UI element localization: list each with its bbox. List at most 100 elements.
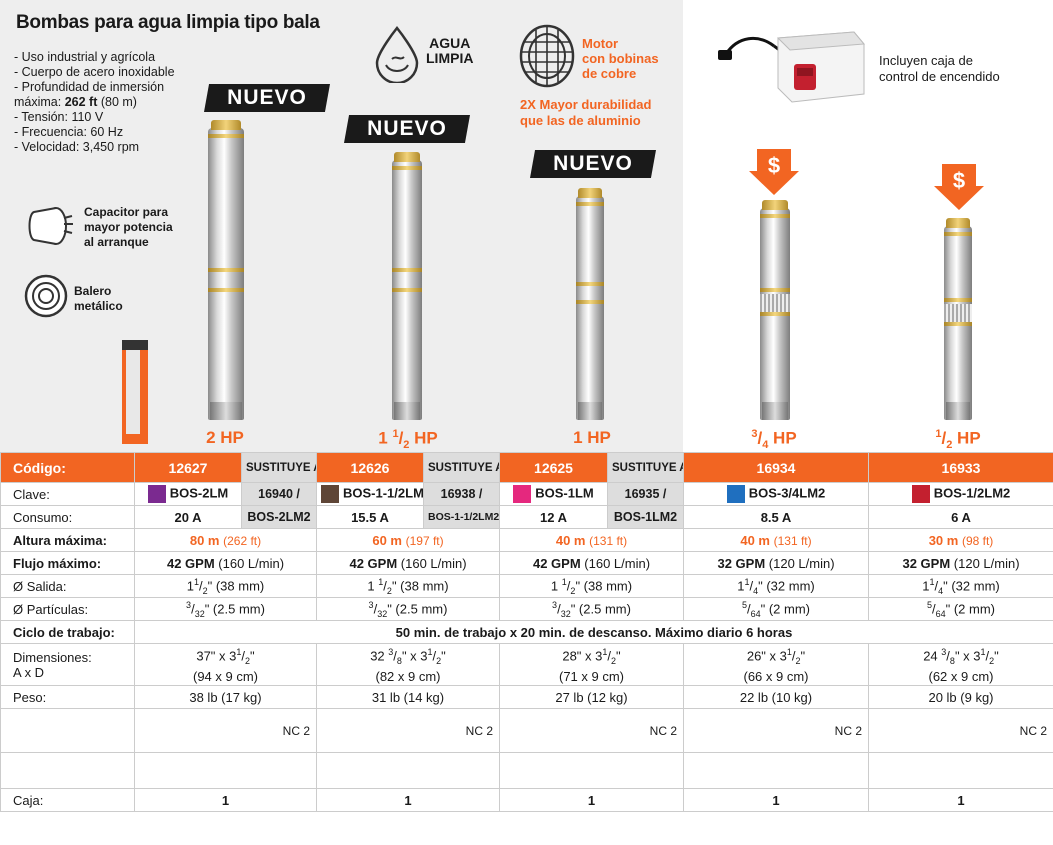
particulas-cell: 3/32" (2.5 mm) bbox=[499, 597, 684, 621]
pump-image-2hp bbox=[208, 120, 244, 420]
consumo-cell: 15.5 A bbox=[316, 505, 424, 529]
row-label: Flujo máximo: bbox=[0, 551, 135, 575]
empty-cell bbox=[0, 752, 135, 789]
bearing-label: Balero metálico bbox=[74, 284, 123, 313]
sustituye-clave: BOS-2LM2 bbox=[241, 505, 317, 529]
clave-cell: BOS-3/4LM2 bbox=[683, 482, 869, 506]
feature-item: - Uso industrial y agrícola bbox=[14, 50, 156, 64]
hp-label: 1/2 HP bbox=[935, 428, 981, 452]
dimensiones-cell: 32 3/8" x 31/2" (82 x 9 cm) bbox=[316, 643, 500, 686]
row-label: Ciclo de trabajo: bbox=[0, 620, 135, 644]
particulas-cell: 3/32" (2.5 mm) bbox=[134, 597, 317, 621]
altura-cell: 30 m (98 ft) bbox=[868, 528, 1053, 552]
nc-cell: NC 2 bbox=[134, 708, 317, 753]
salida-cell: 1 1/2" (38 mm) bbox=[316, 574, 500, 598]
altura-cell: 60 m (197 ft) bbox=[316, 528, 500, 552]
dollar-arrow-icon: $ bbox=[749, 149, 799, 195]
product-banner: Bombas para agua limpia tipo bala - Uso … bbox=[0, 0, 1000, 452]
feature-item: - Velocidad: 3,450 rpm bbox=[14, 140, 140, 154]
sustituye-label: SUSTITUYE A bbox=[607, 452, 684, 483]
dimensiones-cell: 37" x 31/2" (94 x 9 cm) bbox=[134, 643, 317, 686]
table-row-peso: Peso: 38 lb (17 kg) 31 lb (14 kg) 27 lb … bbox=[0, 685, 1053, 709]
agua-limpia-label: AGUA LIMPIA bbox=[426, 35, 474, 66]
water-drop-icon bbox=[375, 25, 419, 83]
salida-cell: 11/4" (32 mm) bbox=[868, 574, 1053, 598]
consumo-cell: 8.5 A bbox=[683, 505, 869, 529]
sustituye-label: SUSTITUYE A bbox=[423, 452, 500, 483]
durability-label: 2X Mayor durabilidad que las de aluminio bbox=[520, 97, 652, 128]
flujo-cell: 32 GPM (120 L/min) bbox=[683, 551, 869, 575]
row-label: Consumo: bbox=[0, 505, 135, 529]
nuevo-badge: NUEVO bbox=[530, 150, 656, 178]
sustituye-code: 16938 / bbox=[423, 482, 500, 506]
flujo-cell: 42 GPM (160 L/min) bbox=[134, 551, 317, 575]
feature-item: - Profundidad de inmersión bbox=[14, 80, 165, 94]
empty-cell bbox=[499, 752, 684, 789]
capacitor-icon bbox=[28, 207, 73, 245]
nc-cell: NC 2 bbox=[499, 708, 684, 753]
caja-cell: 1 bbox=[316, 788, 500, 812]
pump-image-3-4hp bbox=[760, 200, 790, 420]
motor-feature-label: Motor con bobinas de cobre bbox=[582, 36, 659, 81]
row-label: Dimensiones: A x D bbox=[0, 643, 135, 686]
table-row-ciclo: Ciclo de trabajo: 50 min. de trabajo x 2… bbox=[0, 620, 1053, 644]
sustituye-code: 16935 / bbox=[607, 482, 684, 506]
empty-cell bbox=[868, 752, 1053, 789]
salida-cell: 1 1/2" (38 mm) bbox=[499, 574, 684, 598]
altura-cell: 80 m (262 ft) bbox=[134, 528, 317, 552]
sustituye-clave: BOS-1LM2 bbox=[607, 505, 684, 529]
nuevo-badge: NUEVO bbox=[204, 84, 330, 112]
feature-list: - Uso industrial y agrícola - Cuerpo de … bbox=[14, 50, 175, 155]
salida-cell: 11/2" (38 mm) bbox=[134, 574, 317, 598]
dollar-arrow-icon: $ bbox=[934, 164, 984, 210]
clave-cell: BOS-1LM bbox=[499, 482, 608, 506]
codigo-cell: 12626 bbox=[316, 452, 424, 483]
page-title: Bombas para agua limpia tipo bala bbox=[16, 12, 320, 33]
peso-cell: 38 lb (17 kg) bbox=[134, 685, 317, 709]
hp-label: 3/4 HP bbox=[751, 428, 797, 452]
color-swatch bbox=[911, 485, 930, 503]
pump-image-1-2hp bbox=[944, 218, 972, 420]
packaging-box-image bbox=[122, 340, 148, 444]
hp-label: 1 HP bbox=[573, 428, 611, 447]
svg-text:$: $ bbox=[768, 153, 780, 178]
control-box-image bbox=[718, 31, 866, 103]
caja-cell: 1 bbox=[683, 788, 869, 812]
feature-item: - Cuerpo de acero inoxidable bbox=[14, 65, 175, 79]
consumo-cell: 20 A bbox=[134, 505, 242, 529]
table-row-salida: Ø Salida: 11/2" (38 mm) 1 1/2" (38 mm) 1… bbox=[0, 574, 1053, 598]
row-label: Caja: bbox=[0, 788, 135, 812]
hp-label: 2 HP bbox=[206, 428, 244, 447]
color-swatch bbox=[513, 485, 532, 503]
table-row-flujo: Flujo máximo: 42 GPM (160 L/min) 42 GPM … bbox=[0, 551, 1053, 575]
color-swatch bbox=[321, 485, 339, 503]
dimensiones-cell: 26" x 31/2" (66 x 9 cm) bbox=[683, 643, 869, 686]
empty-cell bbox=[316, 752, 500, 789]
peso-cell: 27 lb (12 kg) bbox=[499, 685, 684, 709]
clave-cell: BOS-2LM bbox=[134, 482, 242, 506]
clave-cell: BOS-1-1/2LM bbox=[316, 482, 424, 506]
caja-cell: 1 bbox=[499, 788, 684, 812]
nc-cell: NC 2 bbox=[683, 708, 869, 753]
consumo-cell: 12 A bbox=[499, 505, 608, 529]
spec-table: Código: 12627 SUSTITUYE A 12626 SUSTITUY… bbox=[0, 452, 1053, 812]
table-row-dimensiones: Dimensiones: A x D 37" x 31/2" (94 x 9 cm)… bbox=[0, 643, 1053, 686]
row-label bbox=[0, 708, 135, 753]
table-row-empty bbox=[0, 752, 1053, 789]
altura-cell: 40 m (131 ft) bbox=[499, 528, 684, 552]
row-label: Ø Salida: bbox=[0, 574, 135, 598]
table-row-codigo: Código: 12627 SUSTITUYE A 12626 SUSTITUY… bbox=[0, 452, 1053, 483]
particulas-cell: 5/64" (2 mm) bbox=[683, 597, 869, 621]
pump-image-1hp bbox=[576, 188, 604, 420]
flujo-cell: 42 GPM (160 L/min) bbox=[499, 551, 684, 575]
codigo-cell: 12627 bbox=[134, 452, 242, 483]
control-box-label: Incluyen caja de control de encendido bbox=[879, 53, 1000, 84]
feature-item: - Frecuencia: 60 Hz bbox=[14, 125, 124, 139]
particulas-cell: 5/64" (2 mm) bbox=[868, 597, 1053, 621]
table-row-consumo: Consumo: 20 A BOS-2LM2 15.5 A BOS-1-1/2L… bbox=[0, 505, 1053, 529]
peso-cell: 31 lb (14 kg) bbox=[316, 685, 500, 709]
feature-item: - Tensión: 110 V bbox=[14, 110, 104, 124]
flujo-cell: 42 GPM (160 L/min) bbox=[316, 551, 500, 575]
particulas-cell: 3/32" (2.5 mm) bbox=[316, 597, 500, 621]
peso-cell: 22 lb (10 kg) bbox=[683, 685, 869, 709]
